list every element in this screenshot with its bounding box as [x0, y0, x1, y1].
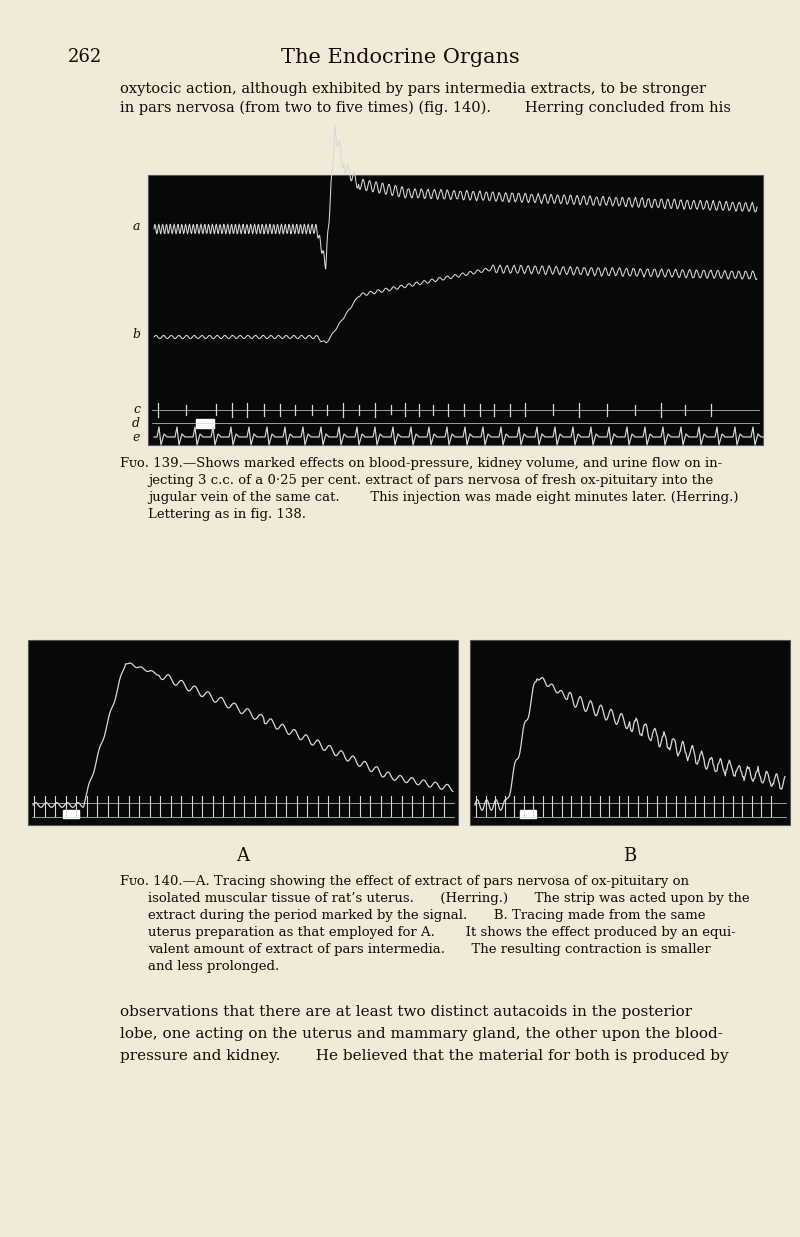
Text: jecting 3 c.c. of a 0·25 per cent. extract of pars nervosa of fresh ox-pituitary: jecting 3 c.c. of a 0·25 per cent. extra…: [148, 474, 714, 487]
Text: jugular vein of the same cat.   This injection was made eight minutes later. (He: jugular vein of the same cat. This injec…: [148, 491, 738, 503]
Text: Lettering as in fig. 138.: Lettering as in fig. 138.: [148, 508, 306, 521]
Text: Fᴜᴏ. 139.—Shows marked effects on blood-pressure, kidney volume, and urine flow : Fᴜᴏ. 139.—Shows marked effects on blood-…: [120, 456, 722, 470]
Text: oxytocic action, although exhibited by pars intermedia extracts, to be stronger: oxytocic action, although exhibited by p…: [120, 82, 706, 96]
Bar: [63, 810, 79, 818]
Text: d: d: [132, 417, 140, 430]
Text: b: b: [132, 329, 140, 341]
Text: e: e: [133, 432, 140, 444]
Text: observations that there are at least two distinct autacoids in the posterior: observations that there are at least two…: [120, 1004, 692, 1019]
Text: a: a: [133, 220, 140, 234]
Text: extract during the period marked by the signal.  B. Tracing made from the same: extract during the period marked by the …: [148, 909, 706, 922]
Text: lobe, one acting on the uterus and mammary gland, the other upon the blood-: lobe, one acting on the uterus and mamma…: [120, 1027, 723, 1042]
Text: valent amount of extract of pars intermedia.  The resulting contraction is small: valent amount of extract of pars interme…: [148, 943, 710, 956]
Bar: [28, 640, 458, 825]
Text: and less prolonged.: and less prolonged.: [148, 960, 279, 974]
Text: Fᴜᴏ. 140.—A. Tracing showing the effect of extract of pars nervosa of ox-pituita: Fᴜᴏ. 140.—A. Tracing showing the effect …: [120, 875, 689, 888]
Text: in pars nervosa (from two to five times) (fig. 140).   Herring concluded from hi: in pars nervosa (from two to five times)…: [120, 101, 731, 115]
Text: uterus preparation as that employed for A.   It shows the effect produced by an : uterus preparation as that employed for …: [148, 927, 736, 939]
Bar: [470, 640, 790, 825]
Text: c: c: [133, 403, 140, 417]
Bar: [520, 810, 536, 818]
Bar: [196, 419, 214, 428]
Text: A: A: [237, 847, 250, 865]
Text: B: B: [623, 847, 637, 865]
Text: isolated muscular tissue of rat’s uterus.  (Herring.)  The strip was acted upon : isolated muscular tissue of rat’s uterus…: [148, 892, 750, 905]
Text: 262: 262: [68, 48, 102, 66]
Text: pressure and kidney.   He believed that the material for both is produced by: pressure and kidney. He believed that th…: [120, 1049, 729, 1063]
Text: The Endocrine Organs: The Endocrine Organs: [281, 48, 519, 67]
Bar: [148, 174, 763, 445]
